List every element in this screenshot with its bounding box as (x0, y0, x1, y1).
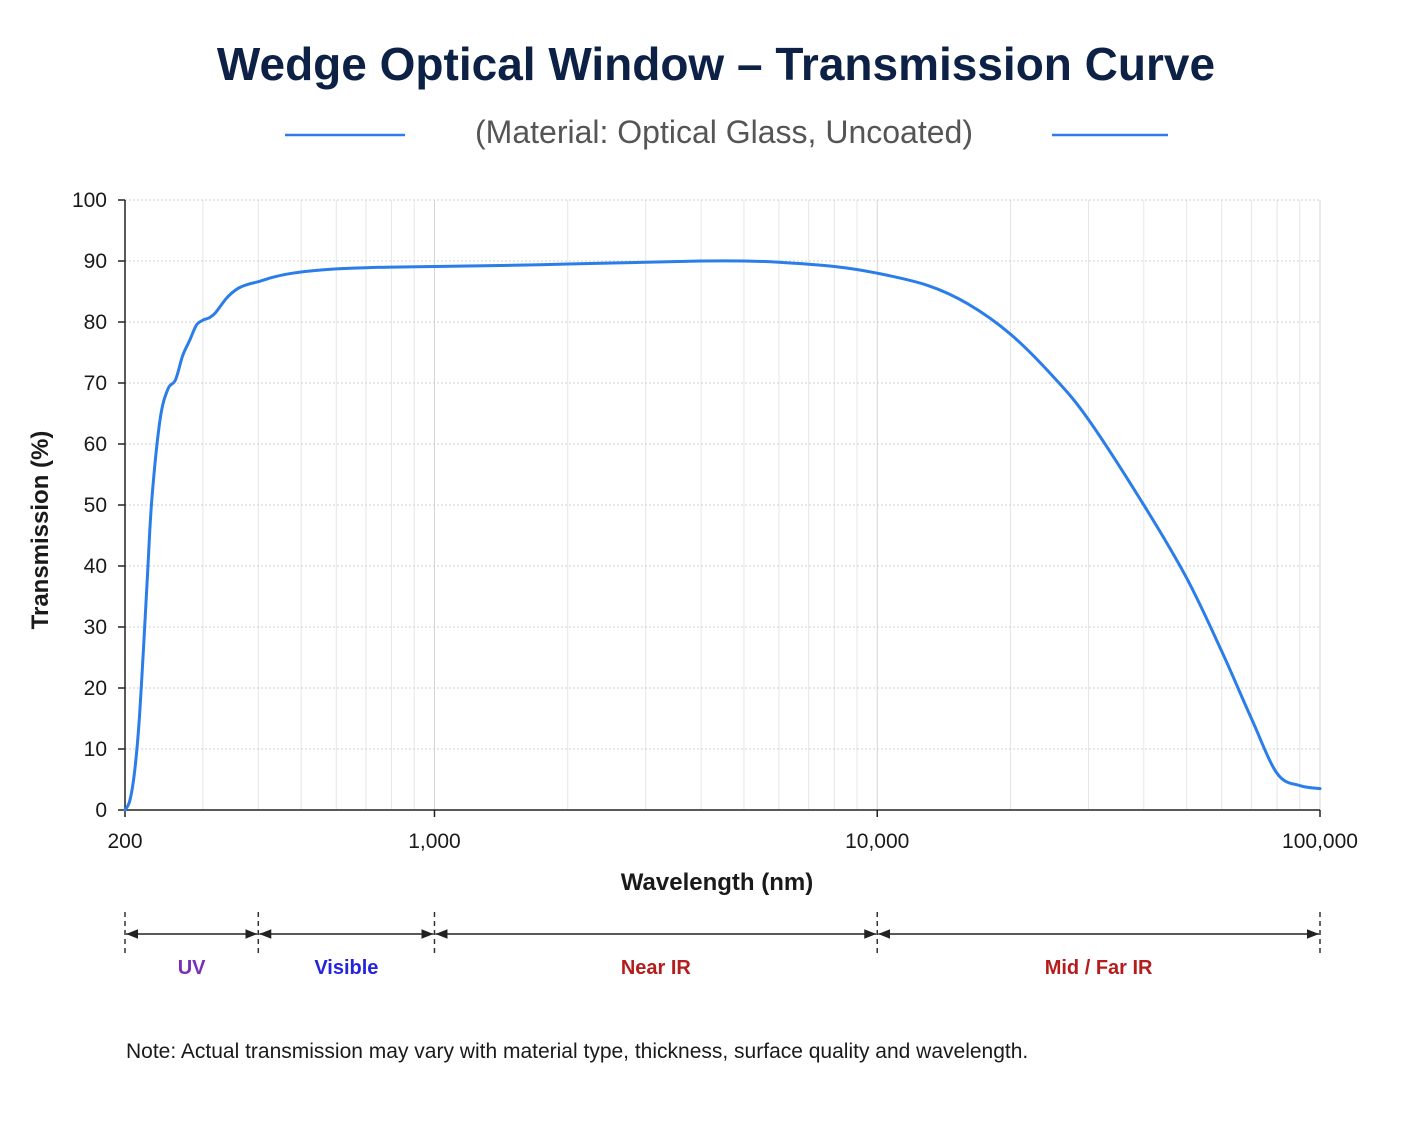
region-label: Visible (314, 957, 378, 979)
region-label: UV (178, 957, 206, 979)
axes (118, 199, 1321, 817)
y-tick-label: 80 (84, 311, 107, 334)
y-tick-label: 10 (84, 738, 107, 761)
region-label: Near IR (621, 957, 692, 979)
transmission-series-line (123, 259, 1322, 812)
x-tick-label: 100,000 (1282, 830, 1358, 853)
grid (124, 199, 1321, 810)
chart-title: Wedge Optical Window – Transmission Curv… (217, 38, 1215, 90)
x-tick-label: 200 (107, 830, 142, 853)
y-tick-label: 100 (72, 189, 107, 212)
chart-subtitle: (Material: Optical Glass, Uncoated) (475, 114, 973, 150)
spectral-regions: UV Visible Near IR Mid / Far IR (124, 912, 1321, 979)
chart-note: Note: Actual transmission may vary with … (126, 1040, 1028, 1063)
y-tick-label: 70 (84, 372, 107, 395)
series-layer (123, 259, 1322, 812)
x-tick-label: 10,000 (845, 830, 909, 853)
y-axis-label: Transmission (%) (27, 431, 54, 630)
y-tick-label: 60 (84, 433, 107, 456)
y-tick-label: 90 (84, 250, 107, 273)
tick-labels: 0 10 20 30 40 50 60 70 80 90 100 200 1,000 10,000 100,… (72, 189, 1358, 853)
y-tick-label: 0 (95, 799, 107, 822)
x-tick-label: 1,000 (408, 830, 461, 853)
region-label: Mid / Far IR (1045, 957, 1153, 979)
y-tick-label: 20 (84, 677, 107, 700)
x-axis-label: Wavelength (nm) (621, 869, 813, 896)
y-tick-label: 50 (84, 494, 107, 517)
y-tick-label: 40 (84, 555, 107, 578)
y-tick-label: 30 (84, 616, 107, 639)
